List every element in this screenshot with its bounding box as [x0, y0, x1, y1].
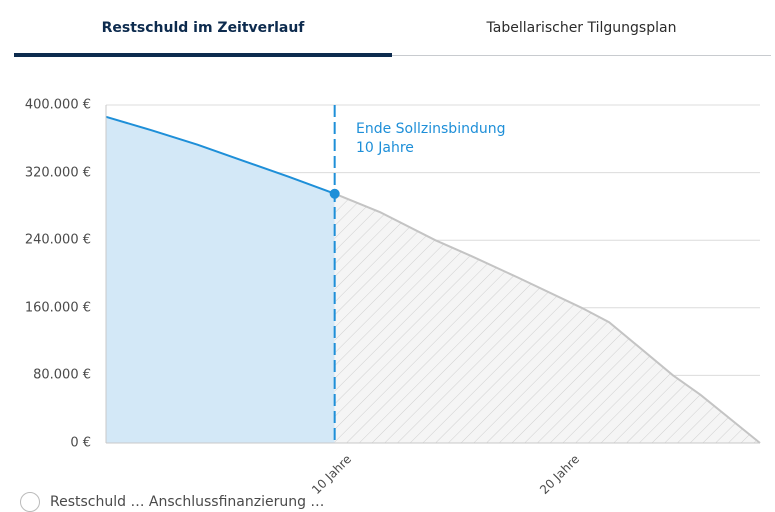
y-tick-label: 240.000 €	[24, 232, 91, 248]
tab-label: Restschuld im Zeitverlauf	[101, 19, 305, 36]
chart-plot	[105, 104, 761, 444]
tab-bar: Restschuld im Zeitverlauf Tabellarischer…	[14, 0, 771, 57]
tab-restschuld-im-zeitverlauf[interactable]: Restschuld im Zeitverlauf	[14, 0, 392, 57]
footer-text: Restschuld … Anschlussfinanzierung …	[50, 494, 325, 510]
sollzinsbindung-annotation: Ende Sollzinsbindung 10 Jahre	[356, 120, 505, 158]
radio-button-icon[interactable]	[20, 492, 40, 512]
annotation-line-1: Ende Sollzinsbindung	[356, 121, 506, 137]
restschuld-area-fixed	[106, 116, 335, 444]
restschuld-line-fixed	[105, 115, 336, 195]
tab-label: Tabellarischer Tilgungsplan	[486, 19, 677, 36]
y-tick-label: 0 €	[70, 435, 91, 451]
sollzinsbindung-marker-dot[interactable]	[329, 188, 340, 199]
y-tick-label: 400.000 €	[24, 97, 91, 113]
footer-option[interactable]: Restschuld … Anschlussfinanzierung …	[20, 492, 324, 512]
y-tick-label: 320.000 €	[24, 165, 91, 181]
restschuld-area-after	[334, 193, 760, 443]
annotation-line-2: 10 Jahre	[356, 140, 414, 156]
restschuld-line-after	[334, 192, 761, 444]
active-tab-indicator	[14, 53, 392, 57]
y-tick-label: 160.000 €	[24, 300, 91, 316]
tab-tabellarischer-tilgungsplan[interactable]: Tabellarischer Tilgungsplan	[392, 0, 771, 55]
y-tick-label: 80.000 €	[33, 367, 91, 383]
